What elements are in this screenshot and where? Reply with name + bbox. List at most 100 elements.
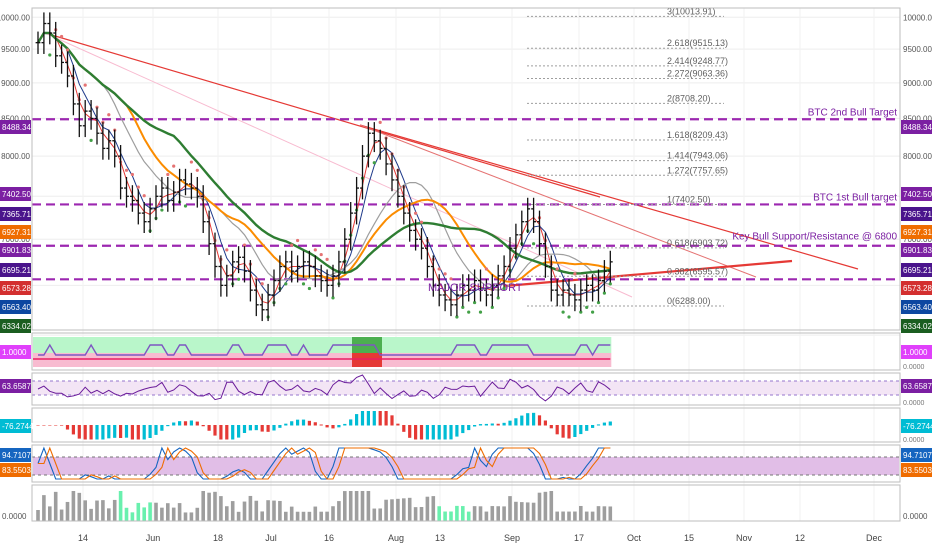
histogram-bar-83 bbox=[526, 413, 530, 426]
histogram-bar-32 bbox=[225, 425, 229, 440]
candle-63 bbox=[407, 202, 413, 242]
volume-bar-7 bbox=[77, 492, 82, 521]
histogram-bar-60 bbox=[390, 415, 394, 426]
price-label-text-3: 6927.31 bbox=[903, 228, 932, 237]
volume-bar-18 bbox=[142, 507, 146, 521]
grid-layer bbox=[32, 8, 900, 521]
candle-15 bbox=[124, 176, 129, 208]
sar-dot-88 bbox=[555, 267, 559, 271]
annotation-3: MAJOR SUPPORT bbox=[428, 282, 523, 294]
indicator-label-1: 63.6587 bbox=[903, 382, 932, 391]
volume-bar-20 bbox=[154, 502, 158, 521]
sar-dot-92 bbox=[579, 310, 583, 314]
volume-bar-63 bbox=[407, 497, 412, 521]
y-tick-right-4: 8000.00 bbox=[903, 152, 932, 161]
price-label-text-6: 6573.28 bbox=[903, 284, 932, 293]
indicator-label-left-1: 63.6587 bbox=[2, 382, 31, 391]
y-tick-left-0: 10000.00 bbox=[0, 13, 31, 22]
histogram-bar-46 bbox=[307, 420, 311, 426]
volume-bar-3 bbox=[53, 491, 58, 521]
volume-bar-72 bbox=[461, 506, 465, 521]
sar-dot-9 bbox=[89, 138, 93, 143]
volume-bar-95 bbox=[596, 506, 601, 521]
candle-11 bbox=[100, 122, 106, 160]
volume-bar-70 bbox=[449, 511, 453, 521]
volume-bar-50 bbox=[331, 506, 335, 521]
y-tick-right-6: 7000.00 bbox=[903, 235, 932, 244]
sar-dot-35 bbox=[242, 243, 247, 247]
trendline-4 bbox=[504, 259, 793, 288]
histogram-bar-35 bbox=[242, 425, 247, 433]
volume-bar-42 bbox=[284, 511, 288, 521]
sar-dot-12 bbox=[107, 113, 111, 117]
volume-bar-43 bbox=[289, 506, 294, 521]
sar-dot-38 bbox=[260, 282, 264, 286]
panel-frame-3 bbox=[31, 444, 901, 483]
sar-dot-91 bbox=[573, 272, 577, 276]
volume-bar-13 bbox=[112, 499, 117, 521]
histogram-bar-16 bbox=[130, 425, 134, 440]
price-label-6: 6573.28 6573.28 bbox=[0, 281, 932, 295]
histogram-bar-24 bbox=[178, 421, 182, 426]
price-label-left-bg-0 bbox=[0, 120, 31, 134]
fib-label-8: 1(7402.50) bbox=[667, 194, 711, 204]
candle-4 bbox=[59, 44, 64, 74]
volume-bar-68 bbox=[437, 506, 441, 521]
sar-dot-8 bbox=[83, 83, 87, 87]
price-label-bg-1 bbox=[901, 187, 932, 201]
candle-layer bbox=[35, 12, 613, 322]
x-tick-6: 13 bbox=[435, 533, 445, 543]
price-label-0: 8488.34 8488.34 bbox=[0, 120, 932, 134]
histogram-bar-34 bbox=[237, 425, 241, 438]
sar-dot-97 bbox=[608, 282, 612, 286]
volume-bar-66 bbox=[425, 496, 430, 521]
histogram-bar-76 bbox=[484, 423, 488, 426]
candle-48 bbox=[318, 264, 324, 292]
stoch-d-line bbox=[38, 446, 611, 480]
candle-25 bbox=[183, 168, 188, 196]
x-tick-4: 16 bbox=[324, 533, 334, 543]
histogram-bar-55 bbox=[360, 411, 365, 426]
histogram-bar-25 bbox=[183, 421, 188, 426]
histogram-bar-57 bbox=[372, 411, 376, 426]
candle-16 bbox=[130, 185, 135, 212]
x-tick-8: 17 bbox=[574, 533, 584, 543]
candle-51 bbox=[336, 250, 342, 288]
sar-dot-15 bbox=[124, 168, 129, 172]
candle-77 bbox=[489, 274, 495, 307]
sar-dot-32 bbox=[225, 248, 229, 252]
indicator-low-label-2: 0.0000 bbox=[903, 437, 925, 444]
indicator-panels bbox=[32, 337, 900, 521]
histogram-bar-71 bbox=[455, 425, 459, 437]
volume-bar-39 bbox=[266, 500, 270, 521]
histogram-bar-3 bbox=[54, 425, 58, 426]
volume-bar-97 bbox=[608, 506, 613, 521]
volume-bar-30 bbox=[213, 491, 217, 521]
candle-80 bbox=[507, 237, 513, 278]
candle-97 bbox=[607, 250, 613, 283]
sar-dot-5 bbox=[65, 48, 70, 52]
volume-bar-58 bbox=[378, 508, 382, 521]
fib-label-10: 0.382(6595.57) bbox=[667, 266, 728, 276]
price-label-4: 6901.83 6901.83 bbox=[0, 243, 932, 257]
volume-bar-69 bbox=[443, 511, 447, 521]
volume-bar-26 bbox=[189, 512, 194, 521]
volume-bar-45 bbox=[301, 511, 306, 521]
candle-78 bbox=[495, 264, 501, 297]
candle-75 bbox=[478, 269, 483, 302]
histogram-bar-84 bbox=[532, 412, 536, 426]
annotation-2: Key Bull Support/Resistance @ 6800 bbox=[732, 232, 897, 243]
panel-frame-0 bbox=[31, 332, 901, 371]
histogram-bar-9 bbox=[89, 425, 93, 440]
volume-bar-67 bbox=[431, 496, 436, 521]
histogram-bar-47 bbox=[313, 422, 317, 426]
price-label-text-4: 6901.83 bbox=[903, 246, 932, 255]
fib-label-9: 0.618(6903.72) bbox=[667, 238, 728, 248]
histogram-bar-27 bbox=[195, 421, 199, 426]
volume-bar-96 bbox=[602, 506, 607, 521]
candle-65 bbox=[419, 228, 424, 260]
volume-bar-35 bbox=[242, 501, 247, 521]
volume-bar-77 bbox=[490, 506, 495, 521]
histogram-bar-87 bbox=[549, 425, 553, 429]
